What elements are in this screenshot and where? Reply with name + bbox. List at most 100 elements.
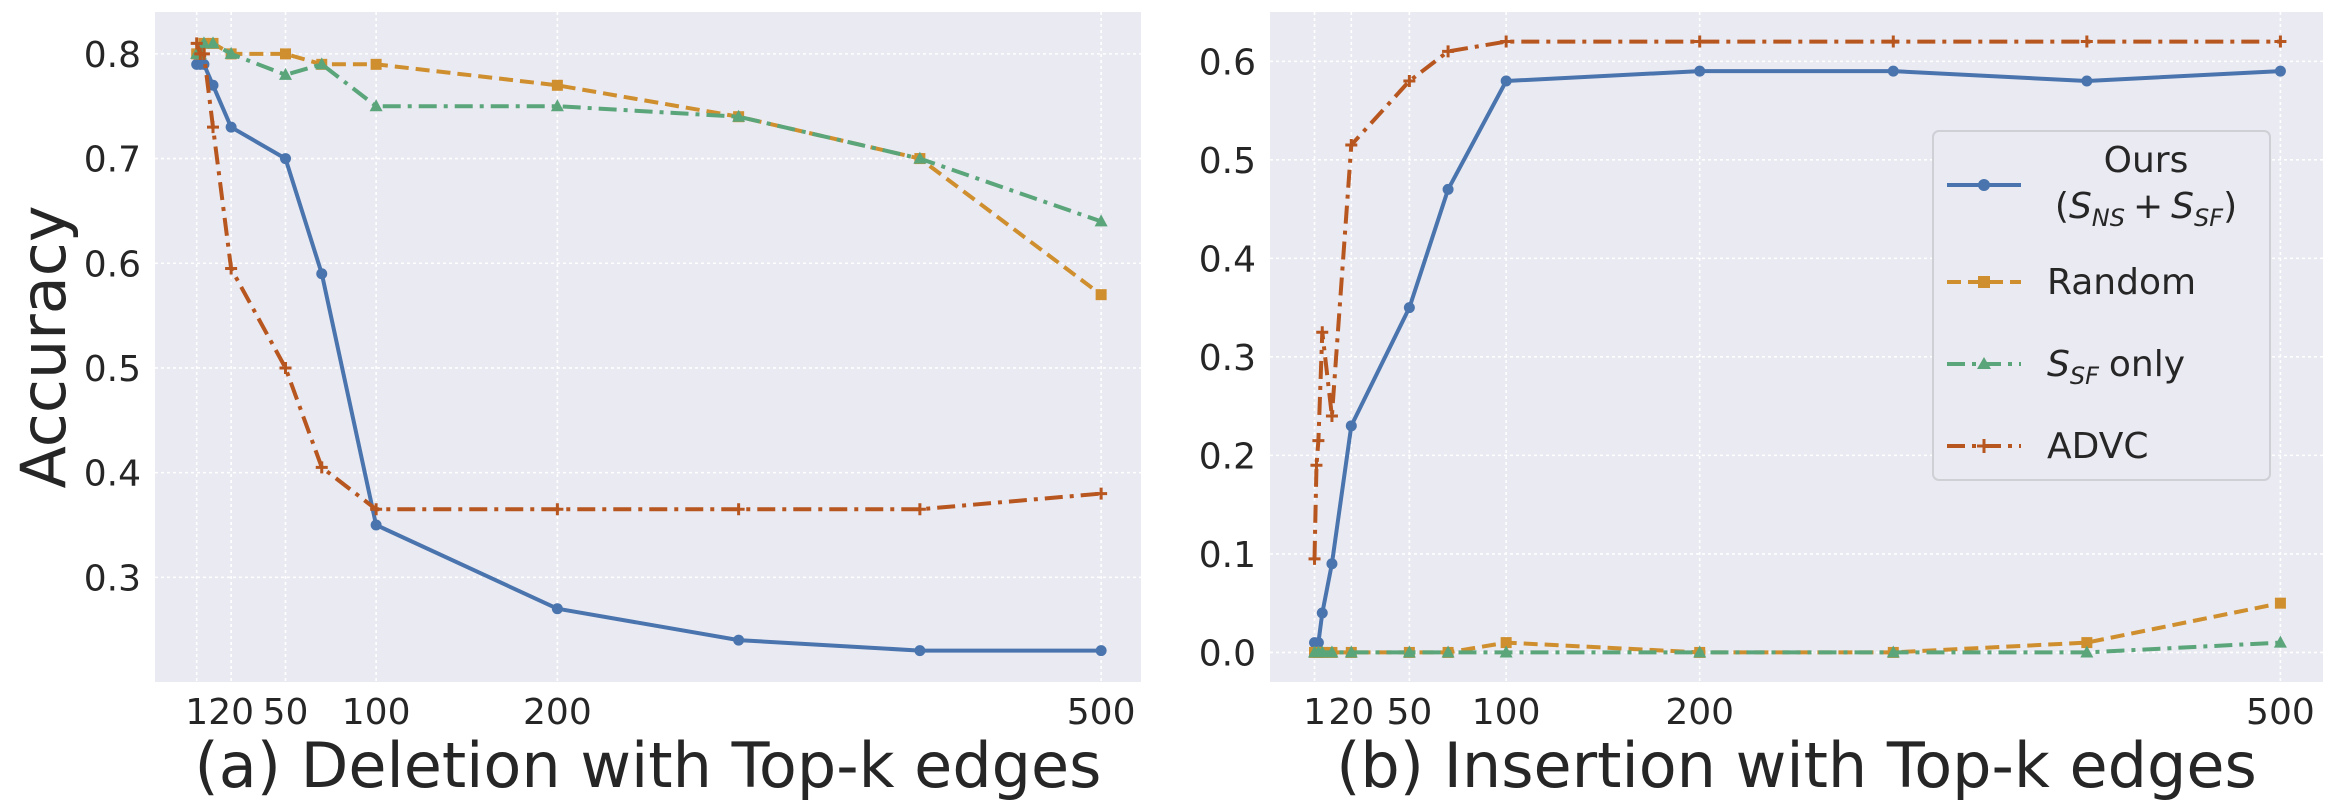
data-point [1887, 65, 1899, 77]
x-tick-label: 1 [1303, 692, 1326, 733]
y-tick-label: 0.3 [1199, 338, 1256, 379]
legend-entry-ours: Ours (SNS + SSF) [1947, 140, 2237, 232]
data-point [1694, 65, 1706, 77]
panel-title: (b) Insertion with Top-k edges [1336, 729, 2257, 802]
data-point [1315, 645, 1329, 658]
data-point [1693, 645, 1707, 658]
data-point [1403, 74, 1416, 87]
panel-b-insertion: 0.0 0.1 0.2 0.3 0.4 0.5 0.6 1 20 50 100 200 500(b) I… [1199, 12, 2323, 802]
data-point [1499, 645, 1513, 658]
data-point [732, 503, 745, 516]
y-tick-label: 0.4 [84, 454, 141, 495]
legend-marker-advc [1977, 439, 1991, 453]
legend-label-advc: ADVC [2047, 426, 2148, 467]
y-axis-label: Accuracy [7, 205, 80, 488]
data-point [369, 99, 383, 112]
series-advc [1308, 35, 2287, 565]
data-point [1500, 75, 1512, 87]
legend-label-random: Random [2047, 262, 2196, 303]
data-point [1500, 35, 1513, 48]
data-point [2274, 65, 2286, 77]
data-point [2081, 637, 2093, 649]
data-point [913, 151, 927, 164]
legend-label-ours: Ours [2104, 140, 2189, 181]
legend-marker-ssf-only [1977, 357, 1991, 369]
legend-entry-ssf-only: SSF only [1947, 344, 2185, 390]
y-tick-label: 0.1 [1199, 535, 1256, 576]
data-point [1316, 607, 1328, 619]
data-point [1345, 420, 1357, 432]
data-point [1095, 289, 1107, 301]
data-point [207, 79, 219, 91]
data-point [280, 153, 291, 165]
y-tick-label: 0.6 [84, 244, 141, 285]
data-point [280, 48, 291, 60]
data-point [1094, 214, 1108, 227]
data-point [2274, 597, 2286, 609]
data-point [1345, 139, 1358, 152]
panel-title: (a) Deletion with Top-k edges [195, 729, 1102, 802]
data-point [370, 519, 382, 531]
data-point [1310, 459, 1323, 472]
data-point [733, 634, 745, 646]
data-point [206, 36, 220, 49]
data-point [1500, 637, 1512, 649]
data-point [197, 47, 210, 60]
y-tick-label: 0.8 [84, 35, 141, 76]
data-point [1887, 35, 1900, 48]
data-point [1325, 409, 1338, 422]
data-point [1402, 645, 1416, 658]
data-point [190, 37, 203, 50]
data-point [1312, 637, 1324, 649]
series-ours-s-ns-s-sf [1309, 65, 2286, 649]
data-point [279, 361, 292, 374]
data-point [224, 46, 238, 59]
data-point [1442, 183, 1454, 195]
y-tick-label: 0.5 [1199, 141, 1256, 182]
data-point [1095, 645, 1107, 657]
data-point [1308, 552, 1321, 565]
data-point [316, 268, 328, 280]
legend-label-ssf-only: SSF only [2047, 344, 2185, 390]
data-point [370, 58, 382, 70]
data-point [1442, 45, 1455, 58]
plot-area [155, 12, 1141, 682]
data-point [225, 262, 238, 275]
legend-frame [1932, 130, 2271, 481]
data-point [551, 503, 564, 516]
data-point [207, 121, 219, 134]
y-tick-label: 0.2 [1199, 436, 1256, 477]
x-tick-label: 100 [342, 692, 411, 733]
x-tick-label: 200 [1665, 692, 1734, 733]
panel-a-deletion: 0.3 0.4 0.5 0.6 0.7 0.8 1 20 50 100 200 500 Accuracy… [7, 12, 1141, 802]
data-point [2080, 35, 2093, 48]
y-tick-label: 0.0 [1199, 633, 1256, 674]
legend-marker-random [1978, 276, 1990, 288]
legend-label-ours-formula: (SNS + SSF) [2055, 186, 2237, 232]
y-tick-label: 0.6 [1199, 42, 1256, 83]
data-point [1441, 645, 1455, 658]
legend-entry-random: Random [1947, 262, 2196, 303]
data-point [1403, 302, 1415, 314]
series-s-sf-only [1308, 635, 2287, 658]
legend-entry-advc: ADVC [1947, 426, 2148, 467]
y-tick-label: 0.4 [1199, 239, 1256, 280]
x-tick-label: 500 [2246, 692, 2315, 733]
x-tick-label: 20 [1328, 692, 1374, 733]
legend-marker-ours [1978, 179, 1990, 191]
data-point [1095, 487, 1108, 500]
data-point [1325, 645, 1339, 658]
data-point [2273, 635, 2287, 648]
series-advc [190, 37, 1108, 516]
data-point [551, 79, 563, 91]
x-tick-label: 20 [208, 692, 254, 733]
data-point [551, 603, 563, 615]
x-tick-label: 50 [263, 692, 309, 733]
data-point [1886, 645, 1900, 658]
data-point [2080, 645, 2094, 658]
y-tick-label: 0.3 [84, 558, 141, 599]
data-point [732, 109, 746, 122]
data-point [1312, 434, 1325, 447]
data-point [315, 461, 328, 474]
data-point [1316, 326, 1329, 339]
